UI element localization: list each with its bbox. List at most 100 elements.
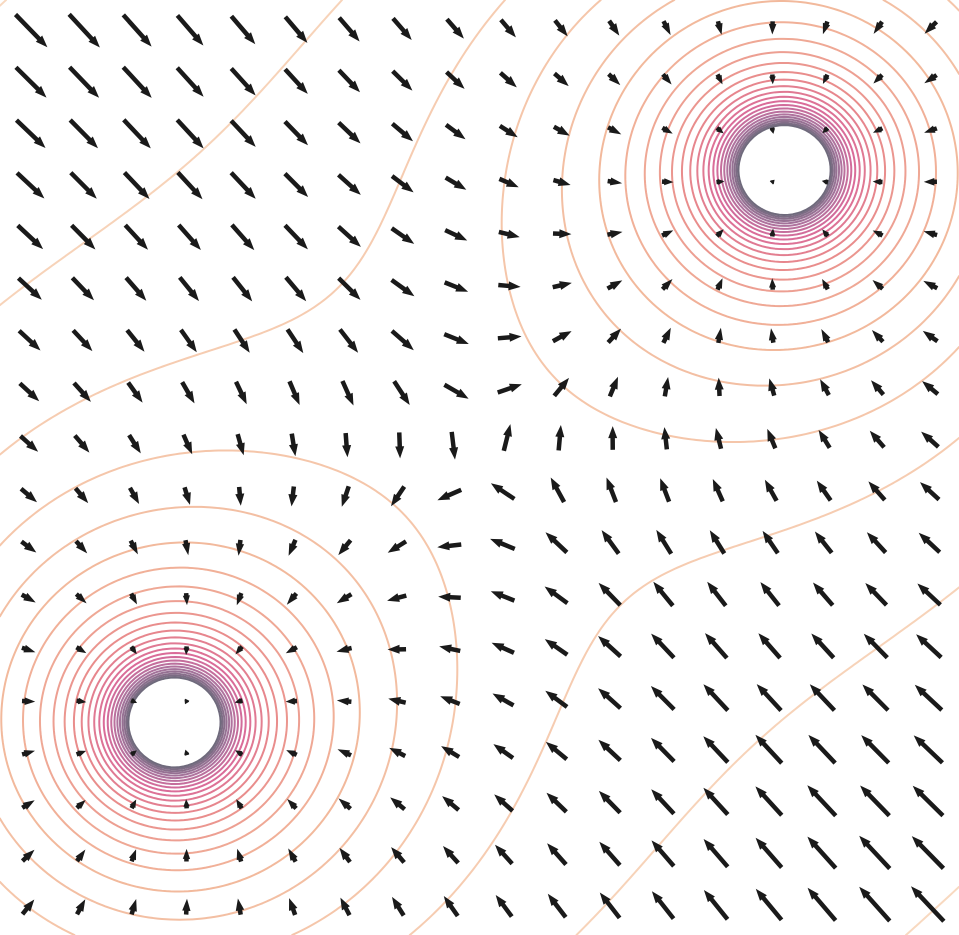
vector-arrow [703,684,729,712]
vector-arrow [235,698,243,704]
vector-arrow [598,740,622,762]
vector-arrow [129,849,136,862]
vector-arrow [286,750,298,757]
vector-arrow [391,329,414,350]
contour-line [0,882,74,935]
vector-arrow [390,278,414,296]
vector-arrow [122,118,151,148]
vector-arrow [873,280,885,291]
vector-arrow [176,171,202,199]
vector-arrow [73,434,89,453]
vector-arrow [338,16,360,41]
vector-arrow [492,643,515,655]
contour-line [721,108,848,232]
vector-arrow [811,634,835,660]
contour-line [0,0,342,305]
vector-arrow [553,378,570,397]
vector-arrow [125,329,144,352]
vector-arrow [68,66,99,98]
vector-arrow [230,223,254,250]
vector-arrow [443,383,468,399]
vector-arrow [392,380,409,405]
vector-arrow [122,13,152,46]
vector-arrow [340,380,353,405]
vector-arrow [865,583,888,607]
vector-arrow [493,744,514,760]
vector-arrow [547,843,568,866]
vector-arrow [72,329,93,351]
vector-arrow [180,381,194,403]
vector-arrow [437,488,462,500]
vector-arrow [757,684,783,712]
vector-arrow [662,377,671,397]
vector-arrow [608,377,618,398]
vector-arrow [185,699,190,705]
vector-arrow [861,735,890,764]
vector-arrow [822,179,829,184]
vector-arrow [913,786,945,817]
vector-arrow [499,71,517,87]
vector-arrow [925,20,939,34]
vector-arrow [497,384,522,395]
vector-arrow [283,120,308,145]
vector-arrow [871,380,885,396]
vector-arrow [289,433,298,456]
contour-line [599,1,958,350]
vector-arrow [599,842,621,867]
contour-line [65,613,287,830]
vector-arrow [283,224,308,250]
vector-arrow [817,481,833,502]
vector-arrow [705,633,729,659]
vector-arrow [548,894,568,919]
vector-arrow [338,328,358,353]
vector-arrow [437,541,461,550]
vector-arrow [391,122,413,141]
vector-arrow [713,479,725,502]
vector-arrow [495,845,514,866]
vector-arrow [661,73,671,85]
contour-line [737,123,833,216]
vector-arrow [872,330,885,343]
vector-arrow [598,688,622,710]
vector-arrow [815,532,834,555]
vector-arrow [607,72,620,85]
vector-arrow [75,800,85,810]
contour-line [738,125,830,215]
vector-arrow [553,19,568,36]
vector-arrow [819,430,832,449]
vector-arrow [546,742,568,761]
vector-arrow [444,280,468,292]
vector-arrow [284,15,308,43]
vector-arrow [652,891,675,920]
vector-arrow [338,539,352,555]
vector-arrow [755,735,783,765]
contour-line [735,121,835,218]
vector-arrow [870,431,886,449]
vector-arrow [769,328,777,343]
vector-arrow [126,381,142,402]
vector-arrow [662,20,671,35]
vector-arrow [599,583,622,607]
vector-arrow [598,636,622,658]
vector-arrow [553,125,570,136]
vector-arrow [395,432,404,458]
vector-field [14,13,946,923]
vector-arrow [69,118,98,148]
vector-arrow [286,698,298,705]
vector-arrow [607,329,622,344]
vector-arrow [607,178,622,186]
vector-arrow [608,426,617,450]
vector-arrow [555,425,564,451]
vector-arrow [69,171,97,199]
contour-line [128,677,220,767]
vector-arrow [862,685,889,712]
vector-arrow [288,486,297,506]
vector-arrow [499,124,518,137]
vector-arrow [233,328,250,353]
vector-arrow [924,126,938,133]
vector-arrow [129,899,137,915]
vector-arrow [651,789,675,815]
vector-arrow [21,645,35,653]
vector-arrow [388,540,408,553]
vector-arrow [128,487,139,504]
